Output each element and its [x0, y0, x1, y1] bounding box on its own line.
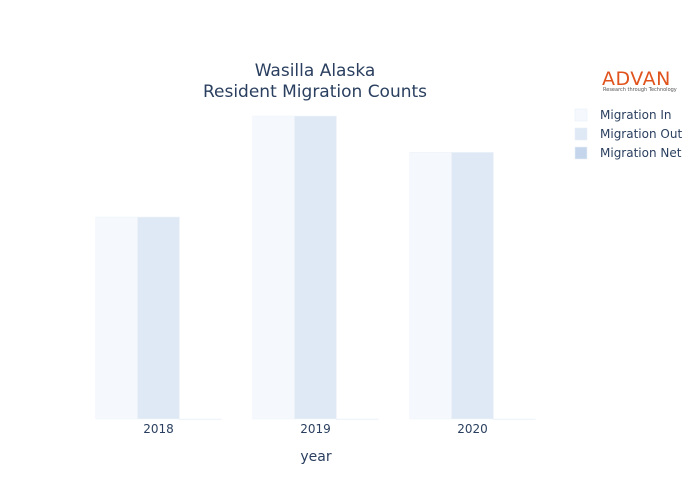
- legend: Migration In Migration Out Migration Net: [574, 108, 682, 160]
- bar-migration-out-2020: [451, 152, 494, 420]
- x-tick-labels: 2018 2019 2020: [143, 422, 488, 436]
- logo-text: ADVAN: [602, 68, 671, 90]
- bar-migration-net-2020: [493, 418, 536, 420]
- legend-swatch-migration-net[interactable]: [574, 146, 588, 160]
- bar-migration-out-2018: [137, 216, 180, 420]
- bars-group: [95, 115, 536, 420]
- legend-swatch-migration-in[interactable]: [574, 108, 588, 122]
- bar-migration-in-2020: [409, 152, 452, 420]
- x-tick-label: 2020: [457, 422, 488, 436]
- legend-label-migration-net[interactable]: Migration Net: [600, 146, 682, 160]
- bar-migration-in-2019: [252, 115, 295, 420]
- legend-label-migration-in[interactable]: Migration In: [600, 108, 672, 122]
- chart-title-line-2: Resident Migration Counts: [203, 82, 427, 102]
- chart-title-line-1: Wasilla Alaska: [255, 61, 376, 81]
- x-tick-label: 2018: [143, 422, 174, 436]
- bar-migration-out-2019: [294, 115, 337, 420]
- x-tick-label: 2019: [300, 422, 331, 436]
- bar-migration-net-2019: [336, 418, 379, 420]
- legend-label-migration-out[interactable]: Migration Out: [600, 127, 682, 141]
- bar-migration-in-2018: [95, 216, 138, 420]
- logo-tagline: Research through Technology: [603, 87, 677, 93]
- advan-logo: ADVAN Research through Technology: [602, 68, 677, 93]
- bar-migration-net-2018: [179, 418, 222, 420]
- legend-swatch-migration-out[interactable]: [574, 127, 588, 141]
- x-axis-title: year: [300, 449, 331, 465]
